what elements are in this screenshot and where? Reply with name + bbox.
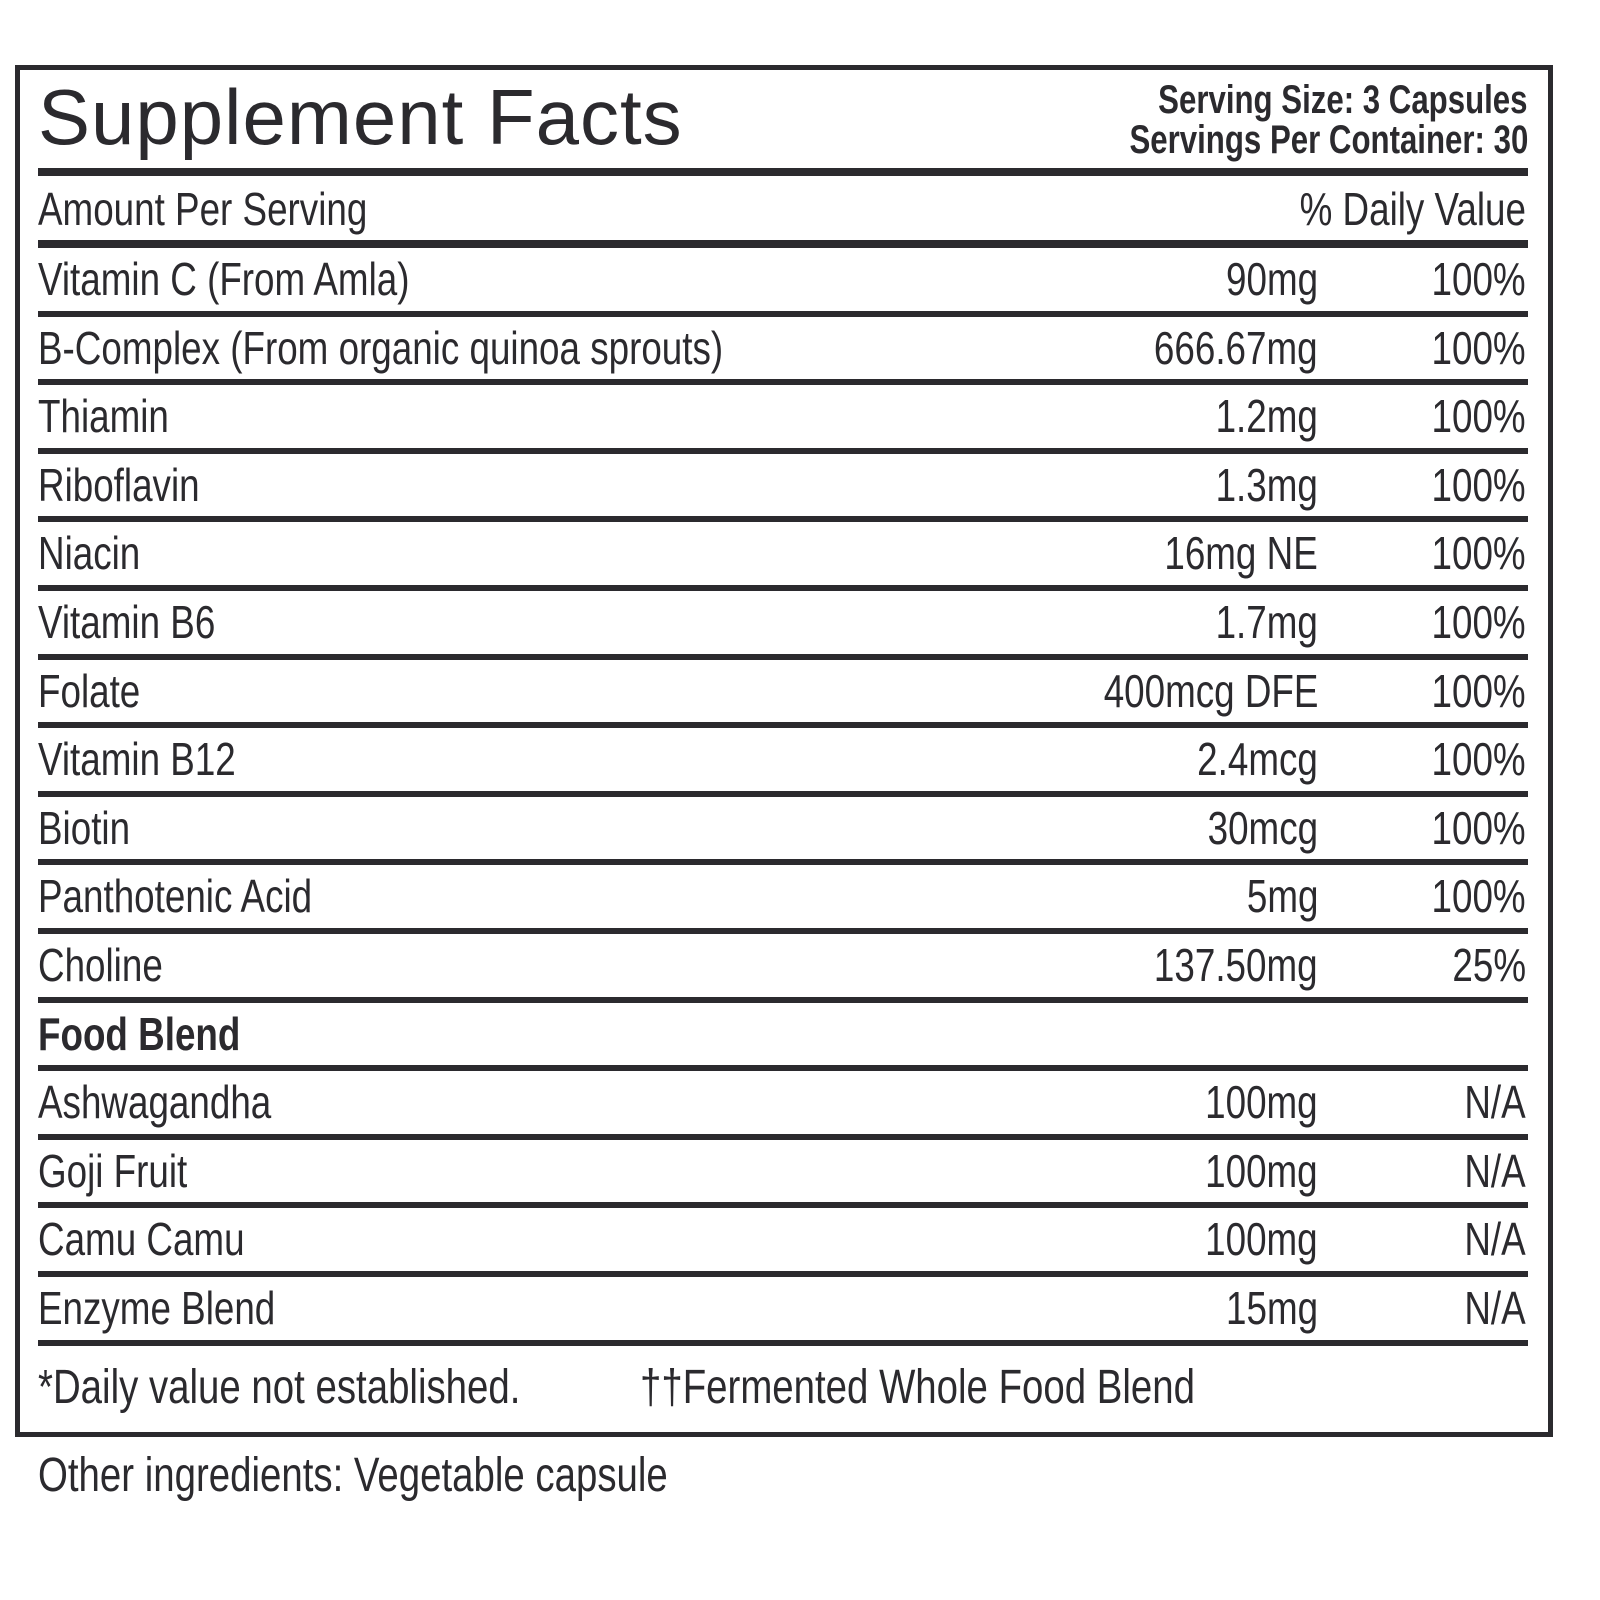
section-title: Food Blend: [38, 1007, 241, 1060]
nutrient-row: Choline 137.50mg 25%: [38, 934, 1528, 997]
rule: [38, 168, 1528, 176]
footnote: ††Fermented Whole Food Blend: [640, 1361, 1195, 1414]
amount: 400mcg DFE: [1103, 664, 1318, 717]
nutrient-row: Panthotenic Acid 5mg 100%: [38, 865, 1528, 928]
nutrient-name: Enzyme Blend: [38, 1282, 276, 1334]
rule: [38, 240, 1528, 248]
daily-value: 100%: [1431, 321, 1526, 374]
rule: [38, 1202, 1528, 1209]
nutrient-name: Choline: [38, 939, 163, 991]
amount: 16mg NE: [1164, 527, 1318, 580]
nutrient-name: Folate: [38, 664, 141, 717]
nutrient-name: Riboflavin: [38, 458, 200, 511]
rule: [38, 585, 1528, 591]
rule: [38, 859, 1528, 866]
rule: [38, 996, 1528, 1003]
daily-value: N/A: [1464, 1282, 1526, 1334]
rule: [38, 310, 1528, 317]
nutrient-name: Vitamin B12: [38, 733, 236, 786]
rule: [38, 722, 1528, 729]
amount: 90mg: [1225, 253, 1318, 305]
amount: 100mg: [1205, 1144, 1318, 1197]
daily-value: 100%: [1431, 664, 1526, 717]
amount: 5mg: [1246, 870, 1318, 923]
nutrient-row: Riboflavin 1.3mg 100%: [38, 454, 1528, 517]
amount-header: Amount Per Serving: [38, 183, 368, 235]
nutrient-row: Vitamin B6 1.7mg 100%: [38, 591, 1528, 654]
daily-value: 100%: [1431, 390, 1526, 443]
amount: 1.2mg: [1215, 390, 1318, 443]
rule: [38, 447, 1528, 454]
nutrient-name: Ashwagandha: [38, 1076, 272, 1129]
nutrient-name: Goji Fruit: [38, 1144, 188, 1197]
nutrient-row: Biotin 30mcg 100%: [38, 797, 1528, 860]
rule: [38, 516, 1528, 523]
rule: [38, 653, 1528, 660]
amount: 666.67mg: [1154, 321, 1318, 374]
nutrient-row: Ashwagandha 100mg N/A: [38, 1071, 1528, 1134]
amount: 1.3mg: [1215, 458, 1318, 511]
rule: [38, 1133, 1528, 1140]
nutrient-name: B-Complex (From organic quinoa sprouts): [38, 321, 724, 374]
amount: 30mcg: [1207, 801, 1318, 854]
nutrient-row: Folate 400mcg DFE 100%: [38, 660, 1528, 723]
nutrient-row: Camu Camu 100mg N/A: [38, 1208, 1528, 1271]
other-ingredients: Other ingredients: Vegetable capsule: [38, 1449, 668, 1502]
daily-value: N/A: [1464, 1144, 1526, 1197]
rule: [38, 1339, 1528, 1346]
daily-value: 100%: [1431, 458, 1526, 511]
amount: 2.4mcg: [1197, 733, 1318, 786]
column-header: Amount Per Serving % Daily Value: [38, 178, 1528, 240]
servings-per-container: Servings Per Container: 30: [1129, 118, 1528, 162]
nutrient-name: Vitamin C (From Amla): [38, 253, 410, 305]
amount: 100mg: [1205, 1213, 1318, 1266]
nutrient-row: B-Complex (From organic quinoa sprouts) 6…: [38, 317, 1528, 380]
daily-value: 100%: [1431, 733, 1526, 786]
daily-value: N/A: [1464, 1076, 1526, 1129]
amount: 137.50mg: [1154, 939, 1318, 991]
nutrient-name: Thiamin: [38, 390, 169, 443]
daily-value: N/A: [1464, 1213, 1526, 1266]
footnote: *Daily value not established.: [38, 1361, 521, 1414]
rule: [38, 1271, 1528, 1277]
daily-value: 100%: [1431, 870, 1526, 923]
title: Supplement Facts: [38, 73, 683, 161]
nutrient-name: Niacin: [38, 527, 141, 580]
section-row: Food Blend: [38, 1003, 1528, 1066]
nutrient-row: Thiamin 1.2mg 100%: [38, 385, 1528, 448]
nutrient-row: Niacin 16mg NE 100%: [38, 522, 1528, 585]
nutrient-name: Biotin: [38, 801, 131, 854]
amount: 1.7mg: [1215, 596, 1318, 648]
daily-value: 100%: [1431, 253, 1526, 305]
nutrient-row: Goji Fruit 100mg N/A: [38, 1140, 1528, 1203]
nutrient-name: Vitamin B6: [38, 596, 216, 648]
rule: [38, 379, 1528, 386]
nutrient-name: Panthotenic Acid: [38, 870, 313, 923]
serving-size: Serving Size: 3 Capsules: [1158, 78, 1528, 122]
rule: [38, 790, 1528, 797]
rule: [38, 1065, 1528, 1072]
nutrient-name: Camu Camu: [38, 1213, 245, 1266]
rule: [38, 928, 1528, 934]
label-border: [15, 65, 1553, 1437]
daily-value: 100%: [1431, 801, 1526, 854]
daily-value: 100%: [1431, 527, 1526, 580]
daily-value: 25%: [1452, 939, 1526, 991]
nutrient-row: Vitamin B12 2.4mcg 100%: [38, 728, 1528, 791]
nutrient-row: Vitamin C (From Amla) 90mg 100%: [38, 248, 1528, 311]
amount: 100mg: [1205, 1076, 1318, 1129]
daily-value: 100%: [1431, 596, 1526, 648]
dv-header: % Daily Value: [1299, 183, 1526, 235]
amount: 15mg: [1225, 1282, 1318, 1334]
nutrient-row: Enzyme Blend 15mg N/A: [38, 1277, 1528, 1340]
